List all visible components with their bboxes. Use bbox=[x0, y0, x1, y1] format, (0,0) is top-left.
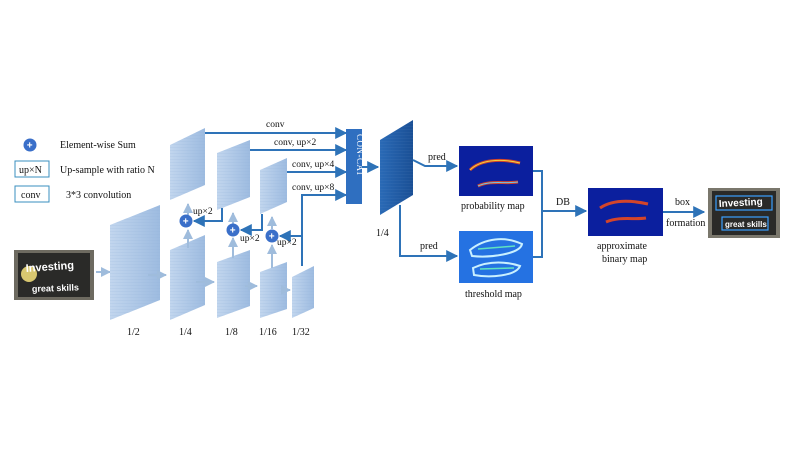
fpn-block-1 bbox=[170, 128, 205, 200]
output-image-text-1: Investing bbox=[719, 197, 763, 210]
sum-node-1: + bbox=[179, 214, 193, 228]
pred-arrow-probability bbox=[412, 159, 459, 172]
threshold-map-label: threshold map bbox=[465, 289, 522, 300]
fpn-block-2 bbox=[217, 140, 250, 210]
fused-scale-label: 1/4 bbox=[376, 228, 389, 239]
legend-conv-label: 3*3 convolution bbox=[66, 190, 131, 201]
legend: + Element-wise Sum up×N Up-sample with r… bbox=[14, 138, 155, 203]
upsample-legend-box-label: up×N bbox=[19, 165, 42, 176]
conv-path-4 bbox=[301, 189, 348, 266]
up2-label-c: up×2 bbox=[277, 238, 297, 248]
concat-block: CON-CAT bbox=[346, 129, 365, 204]
svg-text:+: + bbox=[230, 226, 236, 237]
legend-upsample-label: Up-sample with ratio N bbox=[60, 165, 155, 176]
sum-legend-icon bbox=[23, 138, 37, 152]
scale-label-1-16: 1/16 bbox=[259, 327, 277, 338]
pred-label-threshold: pred bbox=[420, 241, 438, 252]
legend-sum-label: Element-wise Sum bbox=[60, 140, 136, 151]
up2-label-b: up×2 bbox=[240, 234, 260, 244]
conv-label-3: conv, up×4 bbox=[292, 160, 334, 170]
input-image: Investing great skills bbox=[14, 250, 94, 300]
approximate-label-line2: binary map bbox=[602, 254, 647, 265]
fused-feature-block bbox=[380, 120, 413, 215]
box-label: box bbox=[675, 197, 690, 208]
fpn-block-3 bbox=[260, 158, 287, 214]
db-label: DB bbox=[556, 197, 570, 208]
topdown-arrow-8-4 bbox=[192, 208, 223, 227]
sum-node-3: + bbox=[265, 229, 279, 243]
feature-block-1-16 bbox=[260, 262, 287, 318]
threshold-to-db bbox=[533, 210, 543, 258]
scale-label-1-2: 1/2 bbox=[127, 327, 140, 338]
probability-to-db bbox=[533, 170, 543, 210]
feature-block-1-8 bbox=[217, 250, 250, 318]
svg-text:+: + bbox=[183, 217, 189, 228]
scale-label-1-32: 1/32 bbox=[292, 327, 310, 338]
probability-map-label: probability map bbox=[461, 201, 525, 212]
conv-label-1: conv bbox=[266, 120, 285, 130]
pred-arrow-threshold bbox=[399, 205, 459, 262]
sum-node-2: + bbox=[226, 223, 240, 237]
svg-text:+: + bbox=[269, 232, 275, 243]
scale-label-1-4: 1/4 bbox=[179, 327, 192, 338]
up2-label-a: up×2 bbox=[193, 207, 213, 217]
conv-label-2: conv, up×2 bbox=[274, 138, 316, 148]
input-image-text-2: great skills bbox=[32, 282, 79, 294]
formation-label: formation bbox=[666, 218, 705, 229]
approximate-label-line1: approximate bbox=[597, 241, 648, 252]
scale-label-1-8: 1/8 bbox=[225, 327, 238, 338]
sum-legend-plus: + bbox=[27, 141, 33, 152]
feature-block-1-32 bbox=[292, 266, 314, 318]
output-image-text-2: great skills bbox=[725, 220, 767, 229]
probability-map-image bbox=[459, 146, 533, 196]
output-image: Investing great skills bbox=[708, 188, 780, 238]
input-image-text-1: Investing bbox=[25, 260, 74, 275]
concat-label: CON-CAT bbox=[355, 134, 365, 177]
conv-legend-box bbox=[14, 185, 50, 203]
pred-label-probability: pred bbox=[428, 152, 446, 163]
feature-block-1-4 bbox=[170, 235, 205, 320]
approximate-binary-map-image bbox=[588, 188, 663, 236]
conv-label-4: conv, up×8 bbox=[292, 183, 334, 193]
feature-block-1-2 bbox=[110, 205, 160, 320]
upsample-legend-box bbox=[14, 160, 50, 178]
threshold-map-image bbox=[459, 231, 533, 283]
conv-legend-box-label: conv bbox=[21, 190, 40, 201]
topdown-arrow-16-8 bbox=[239, 214, 263, 236]
